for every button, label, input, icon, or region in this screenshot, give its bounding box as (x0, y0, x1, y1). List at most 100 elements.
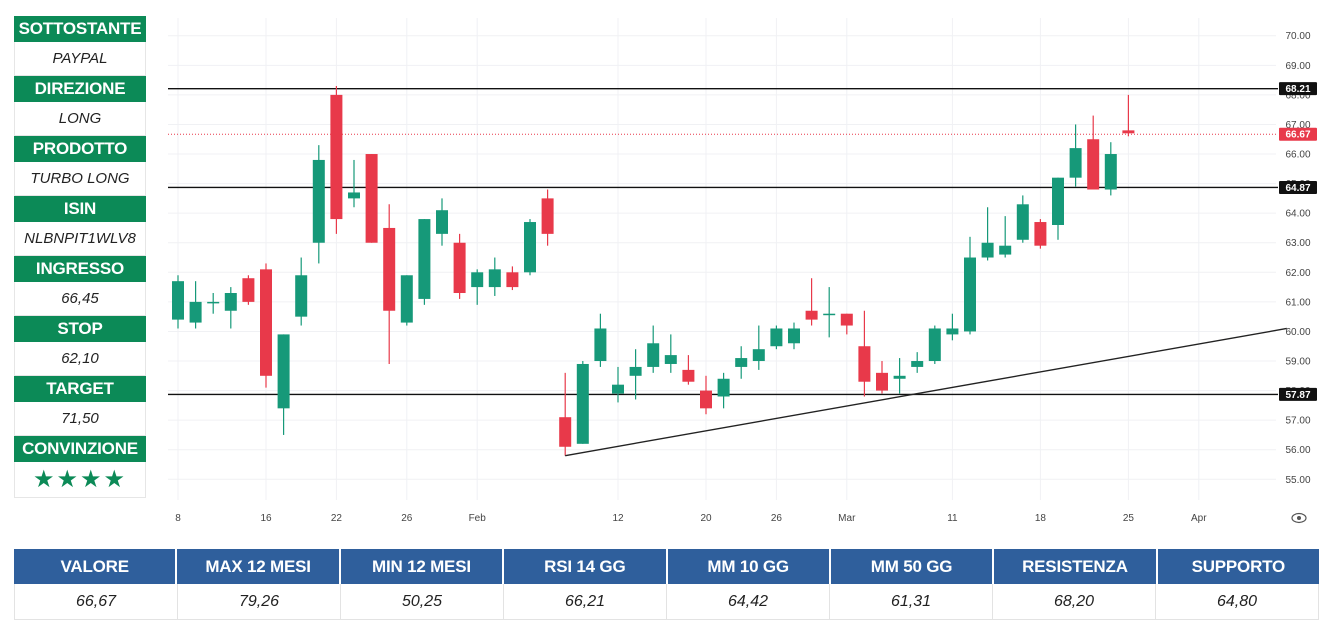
candle-up (172, 281, 184, 320)
candlestick-chart: 55.0056.0057.0058.0059.0060.0061.0062.00… (168, 18, 1317, 524)
y-tick-label: 55.00 (1285, 475, 1310, 486)
metric-header-ma50: MM 50 GG (830, 549, 993, 584)
y-tick-label: 61.00 (1285, 297, 1310, 308)
metrics-table: VALORE MAX 12 MESI MIN 12 MESI RSI 14 GG… (14, 549, 1319, 620)
candle-down (559, 417, 572, 447)
x-tick-label: 12 (612, 513, 624, 524)
candle-up (664, 355, 677, 364)
product-label: PRODOTTO (14, 136, 146, 162)
target-value: 71,50 (14, 402, 146, 436)
level-badge-bg (1279, 82, 1317, 96)
metric-value-min: 50,25 (341, 584, 504, 620)
metric-header-min: MIN 12 MESI (340, 549, 503, 584)
product-value: TURBO LONG (14, 162, 146, 196)
level-badge: 68.21 (1285, 84, 1310, 95)
y-tick-label: 60.00 (1285, 327, 1310, 338)
candle-up (524, 222, 536, 273)
metrics-value-row: 66,67 79,26 50,25 66,21 64,42 61,31 68,2… (14, 584, 1319, 620)
metric-header-ma10: MM 10 GG (667, 549, 829, 584)
candle-up (647, 343, 660, 367)
x-tick-label: 26 (401, 513, 413, 524)
candle-down (1122, 130, 1135, 134)
candle-down (506, 272, 519, 288)
y-tick-label: 57.00 (1285, 416, 1310, 427)
y-tick-label: 66.00 (1285, 150, 1310, 161)
level-badge-bg (1279, 387, 1317, 401)
info-row-product: PRODOTTO TURBO LONG (14, 136, 146, 196)
y-tick-label: 67.00 (1285, 120, 1310, 131)
candle-up (594, 328, 607, 362)
candle-up (999, 245, 1012, 255)
candle-down (1034, 222, 1047, 246)
underlying-value: PAYPAL (14, 42, 146, 76)
conviction-label: CONVINZIONE (14, 436, 146, 462)
candle-up (981, 242, 994, 258)
info-row-underlying: SOTTOSTANTE PAYPAL (14, 16, 146, 76)
x-tick-label: 16 (260, 513, 272, 524)
candle-up (418, 219, 431, 299)
info-row-entry: INGRESSO 66,45 (14, 256, 146, 316)
metric-value-value: 66,67 (14, 584, 178, 620)
candle-up (576, 363, 589, 444)
candle-up (893, 375, 906, 379)
trend-line (565, 327, 1287, 457)
candle-up (295, 275, 308, 317)
metric-header-rsi: RSI 14 GG (504, 549, 666, 584)
x-tick-label: 11 (947, 513, 958, 524)
candle-down (858, 346, 871, 382)
conviction-stars: ★★★★ (14, 462, 146, 498)
direction-label: DIREZIONE (14, 76, 146, 102)
isin-label: ISIN (14, 196, 146, 222)
metric-value-ma50: 61,31 (830, 584, 993, 620)
y-tick-label: 64.00 (1285, 209, 1310, 220)
candle-up (612, 384, 624, 394)
y-tick-label: 70.00 (1285, 31, 1310, 42)
info-row-direction: DIREZIONE LONG (14, 76, 146, 136)
entry-label: INGRESSO (14, 256, 146, 282)
x-tick-label: 22 (331, 513, 343, 524)
candle-down (330, 94, 343, 220)
metric-value-rsi: 66,21 (504, 584, 667, 620)
settings-eye-icon[interactable] (1291, 512, 1307, 524)
candle-up (189, 301, 202, 323)
candle-up (1016, 204, 1029, 240)
level-badge-bg (1279, 180, 1317, 194)
metric-value-ma10: 64,42 (667, 584, 830, 620)
candle-up (277, 334, 290, 409)
info-row-stop: STOP 62,10 (14, 316, 146, 376)
candle-up (488, 269, 501, 288)
metric-header-value: VALORE (14, 549, 176, 584)
level-badge: 57.87 (1285, 390, 1310, 401)
candle-up (629, 366, 642, 376)
candle-up (946, 328, 959, 335)
candle-down (805, 310, 818, 320)
metrics-header-row: VALORE MAX 12 MESI MIN 12 MESI RSI 14 GG… (14, 549, 1319, 584)
candle-up (735, 358, 748, 367)
candle-down (840, 313, 853, 326)
x-tick-label: 20 (700, 513, 712, 524)
candle-up (207, 301, 220, 304)
isin-value: NLBNPIT1WLV8 (14, 222, 146, 256)
candle-down (260, 269, 272, 376)
y-tick-label: 59.00 (1285, 357, 1310, 368)
x-axis: 8 16 22 26 Feb 12 20 26 Mar 11 18 25 Apr (175, 513, 1207, 524)
y-tick-label: 68.00 (1285, 90, 1310, 101)
candle-down (1087, 139, 1100, 190)
metric-header-support: SUPPORTO (1157, 549, 1319, 584)
y-tick-label: 62.00 (1285, 268, 1310, 279)
candle-down (682, 369, 695, 382)
candle-down (541, 198, 554, 234)
candle-up (224, 293, 237, 311)
info-row-conviction: CONVINZIONE ★★★★ (14, 436, 146, 498)
candle-up (348, 192, 360, 199)
x-tick-label: Feb (469, 513, 487, 524)
candle-up (471, 272, 484, 288)
price-badges: 68.21 64.87 57.87 66.67 (1279, 82, 1317, 401)
candle-up (312, 159, 325, 243)
candle-down (700, 390, 712, 409)
candle-down (876, 372, 888, 391)
candle-up (717, 378, 730, 397)
trendline (565, 327, 1287, 457)
info-row-target: TARGET 71,50 (14, 376, 146, 436)
stop-value: 62,10 (14, 342, 146, 376)
